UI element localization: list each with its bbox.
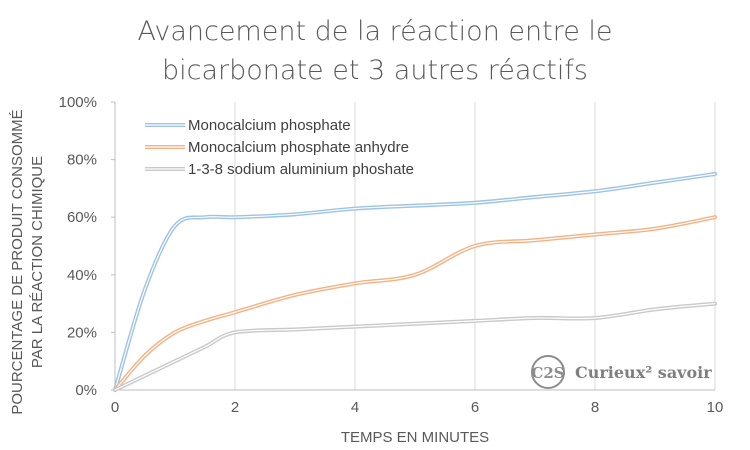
legend-item-3: 1-3-8 sodium aluminium phoshate bbox=[145, 161, 414, 178]
y-tick-label: 80% bbox=[67, 152, 97, 169]
legend: Monocalcium phosphate Monocalcium phospha… bbox=[145, 117, 414, 178]
watermark-badge-circle bbox=[531, 355, 565, 389]
x-tick-label: 8 bbox=[591, 399, 599, 416]
y-axis-title-line-1: POURCENTAGE DE PRODUIT CONSOMMÉ bbox=[9, 109, 26, 414]
watermark-logo: C2S Curieux² savoir bbox=[531, 355, 712, 389]
series-lines bbox=[113, 172, 717, 392]
legend-item-1: Monocalcium phosphate bbox=[145, 117, 351, 134]
x-tick-label: 10 bbox=[707, 399, 724, 416]
series-line-core-2 bbox=[114, 216, 716, 391]
series-line-core-3 bbox=[114, 303, 716, 391]
y-tick-label: 60% bbox=[67, 209, 97, 226]
x-tick-label: 2 bbox=[231, 399, 239, 416]
axes bbox=[114, 102, 715, 391]
y-tick-label: 0% bbox=[75, 382, 97, 399]
x-tick-label: 6 bbox=[471, 399, 479, 416]
series-2 bbox=[113, 215, 717, 392]
x-tick-label: 0 bbox=[111, 399, 119, 416]
legend-item-2: Monocalcium phosphate anhydre bbox=[145, 139, 409, 156]
chart-title-line-2: bicarbonate et 3 autres réactifs bbox=[162, 55, 588, 86]
series-line-1 bbox=[113, 172, 717, 392]
y-tick-label: 40% bbox=[67, 267, 97, 284]
x-tick-label: 4 bbox=[351, 399, 359, 416]
series-1 bbox=[113, 172, 717, 392]
y-axis-title-line-2: PAR LA RÉACTION CHIMIQUE bbox=[29, 156, 46, 368]
legend-label: Monocalcium phosphate anhydre bbox=[188, 139, 409, 156]
y-tick-label: 100% bbox=[59, 94, 97, 111]
x-axis-title: TEMPS EN MINUTES bbox=[341, 429, 489, 446]
y-axis-title: POURCENTAGE DE PRODUIT CONSOMMÉ PAR LA R… bbox=[9, 109, 46, 414]
series-line-core-1 bbox=[114, 173, 716, 391]
y-tick-label: 20% bbox=[67, 324, 97, 341]
series-3 bbox=[113, 301, 717, 392]
legend-label: Monocalcium phosphate bbox=[188, 117, 351, 134]
legend-label: 1-3-8 sodium aluminium phoshate bbox=[188, 161, 414, 178]
chart-title-line-1: Avancement de la réaction entre le bbox=[137, 16, 613, 47]
watermark-text: Curieux² savoir bbox=[575, 363, 712, 382]
watermark-badge-text: C2S bbox=[531, 364, 564, 382]
tick-labels: 0 2 4 6 8 100%20%40%60%80%100% bbox=[59, 94, 724, 416]
